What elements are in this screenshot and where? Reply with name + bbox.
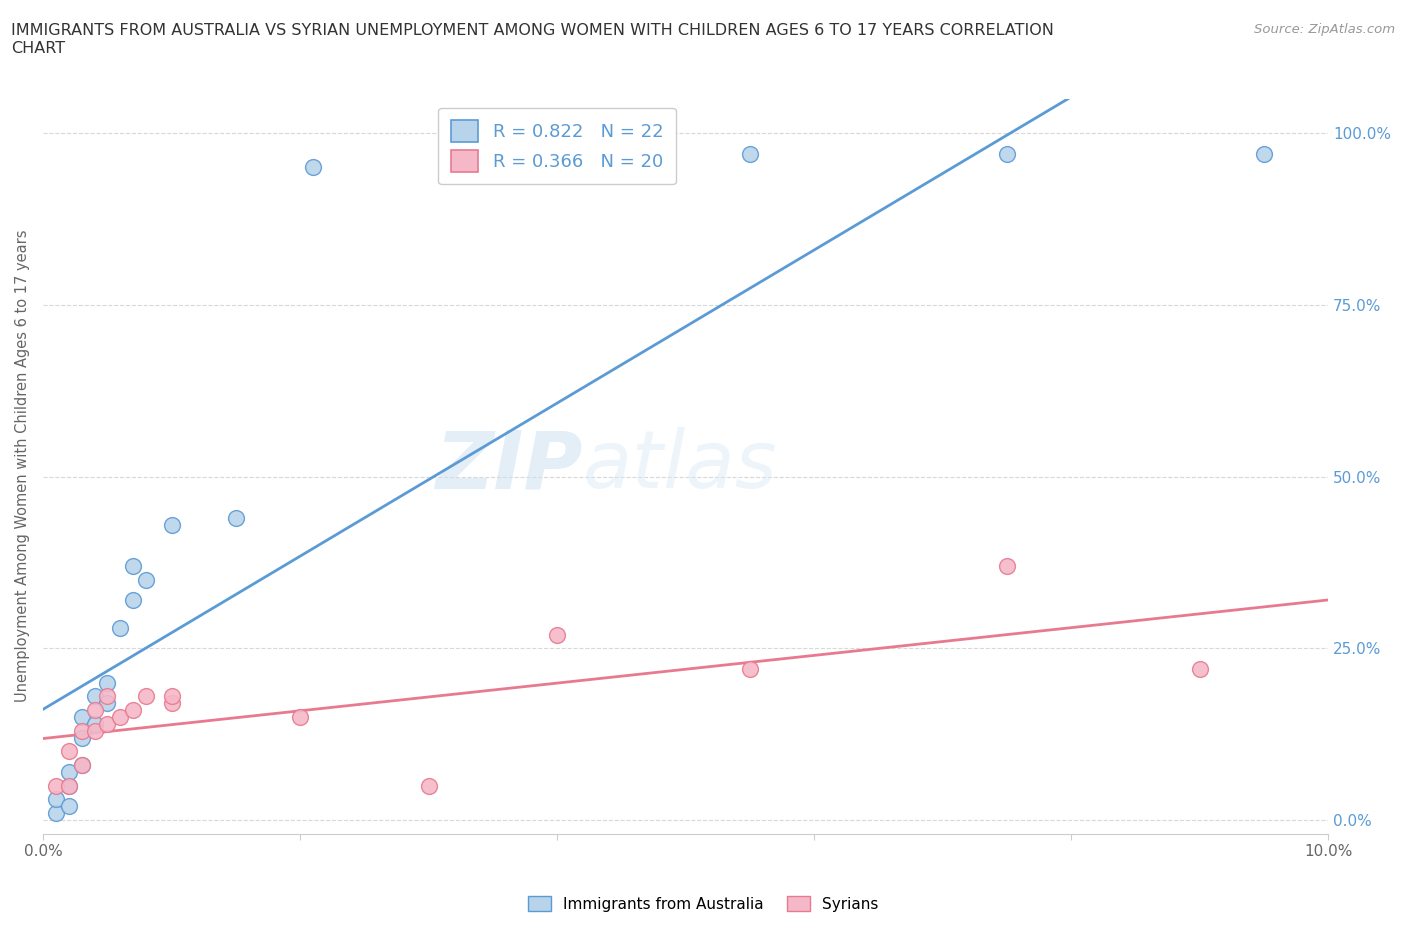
Point (110, 620, 132, 635)
Point (96, 696, 118, 711)
Point (83, 689, 105, 704)
Legend: Immigrants from Australia, Syrians: Immigrants from Australia, Syrians (522, 889, 884, 918)
Point (96, 675, 118, 690)
Point (546, 627, 568, 642)
Legend: R = 0.822   N = 22, R = 0.366   N = 20: R = 0.822 N = 22, R = 0.366 N = 20 (439, 108, 676, 184)
Text: IMMIGRANTS FROM AUSTRALIA VS SYRIAN UNEMPLOYMENT AMONG WOMEN WITH CHILDREN AGES : IMMIGRANTS FROM AUSTRALIA VS SYRIAN UNEM… (11, 23, 1054, 56)
Point (122, 703, 145, 718)
Point (122, 558, 145, 573)
Point (110, 710, 132, 724)
Point (418, 778, 440, 793)
Point (738, 146, 761, 161)
Point (83, 716, 105, 731)
Point (1253, 146, 1275, 161)
Point (135, 689, 157, 704)
Point (58, 778, 80, 793)
Point (1188, 661, 1211, 676)
Point (58, 799, 80, 814)
Text: atlas: atlas (583, 427, 778, 505)
Point (135, 572, 157, 587)
Point (96, 716, 118, 731)
Point (96, 689, 118, 704)
Point (45, 792, 67, 807)
Text: Source: ZipAtlas.com: Source: ZipAtlas.com (1254, 23, 1395, 36)
Y-axis label: Unemployment Among Women with Children Ages 6 to 17 years: Unemployment Among Women with Children A… (15, 230, 30, 702)
Point (45, 778, 67, 793)
Point (58, 744, 80, 759)
Point (302, 160, 325, 175)
Point (122, 592, 145, 607)
Point (83, 724, 105, 738)
Point (160, 517, 183, 532)
Point (225, 511, 247, 525)
Point (83, 703, 105, 718)
Point (70, 758, 93, 773)
Point (45, 805, 67, 820)
Point (58, 778, 80, 793)
Point (995, 558, 1018, 573)
Point (70, 710, 93, 724)
Point (70, 730, 93, 745)
Point (738, 661, 761, 676)
Point (58, 764, 80, 779)
Text: ZIP: ZIP (436, 427, 583, 505)
Point (70, 724, 93, 738)
Point (160, 689, 183, 704)
Point (995, 146, 1018, 161)
Point (160, 696, 183, 711)
Point (70, 758, 93, 773)
Point (290, 710, 312, 724)
